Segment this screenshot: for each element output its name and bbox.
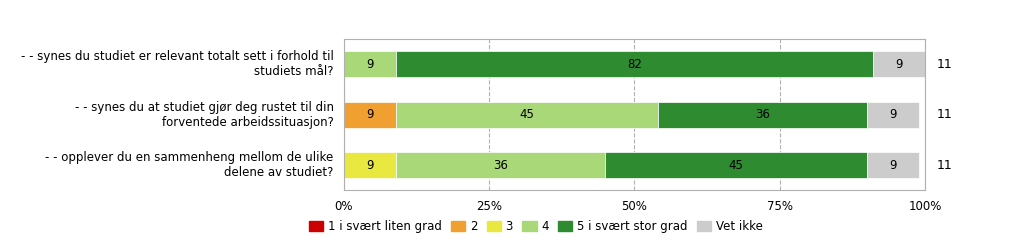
- Bar: [872, 51, 925, 77]
- Text: 82: 82: [627, 58, 642, 71]
- Bar: [344, 102, 396, 128]
- Text: 11: 11: [937, 58, 952, 71]
- Text: 11: 11: [937, 108, 952, 121]
- Bar: [396, 152, 606, 178]
- Text: 9: 9: [890, 159, 897, 172]
- Text: 45: 45: [520, 108, 534, 121]
- Bar: [396, 51, 872, 77]
- Text: 36: 36: [493, 159, 509, 172]
- Text: 11: 11: [937, 159, 952, 172]
- Text: 9: 9: [890, 108, 897, 121]
- Text: - - opplever du en sammenheng mellom de ulike
delene av studiet?: - - opplever du en sammenheng mellom de …: [45, 151, 334, 179]
- Text: 45: 45: [729, 159, 743, 172]
- Bar: [867, 102, 919, 128]
- Bar: [867, 152, 919, 178]
- Bar: [396, 102, 658, 128]
- Legend: 1 i svært liten grad, 2, 3, 4, 5 i svært stor grad, Vet ikke: 1 i svært liten grad, 2, 3, 4, 5 i svært…: [304, 216, 767, 238]
- Bar: [344, 51, 396, 77]
- Text: 36: 36: [755, 108, 769, 121]
- Text: - - synes du studiet er relevant totalt sett i forhold til
studiets mål?: - - synes du studiet er relevant totalt …: [21, 50, 334, 78]
- Text: 9: 9: [366, 108, 374, 121]
- Text: - - synes du at studiet gjør deg rustet til din
forventede arbeidssituasjon?: - - synes du at studiet gjør deg rustet …: [75, 101, 334, 129]
- Bar: [658, 102, 867, 128]
- Text: 9: 9: [366, 159, 374, 172]
- Bar: [344, 152, 396, 178]
- Text: 9: 9: [366, 58, 374, 71]
- Text: 9: 9: [895, 58, 903, 71]
- Bar: [606, 152, 867, 178]
